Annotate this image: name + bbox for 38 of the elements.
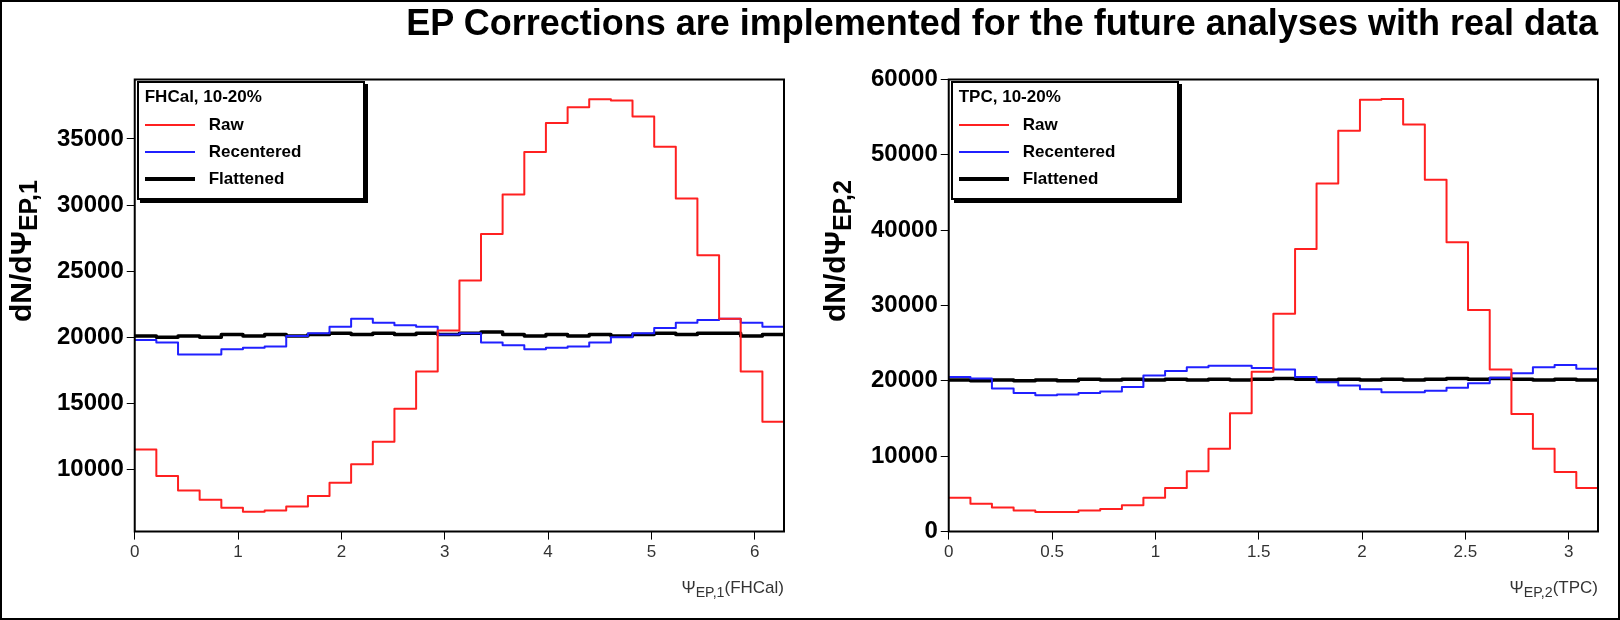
legend-label: Raw (208, 114, 244, 135)
legend-label: Flattened (1022, 168, 1099, 189)
y-tick-label: 40000 (870, 214, 938, 242)
x-axis-title: Ψ$_{EP,1}$(FHCal) (681, 577, 784, 600)
x-tick-label: 0 (130, 542, 140, 562)
y-tick-label: 20000 (56, 321, 124, 349)
y-tick-label: 10000 (870, 440, 938, 468)
x-tick-label: 2.5 (1453, 542, 1478, 562)
x-tick-label: 4 (543, 542, 553, 562)
x-tick-label: 6 (750, 542, 760, 562)
text: EP Corrections are implemented for the future analyses with real data (405, 2, 1600, 45)
y-tick-label: 10000 (56, 454, 124, 482)
y-tick-label: 20000 (870, 365, 938, 393)
x-tick-label: 5 (646, 542, 657, 562)
x-tick-label: 3 (1563, 542, 1574, 562)
x-tick-label: 1.5 (1246, 542, 1271, 562)
legend-title: FHCal, 10-20% (144, 87, 263, 108)
y-tick-label: 30000 (870, 290, 938, 318)
x-tick-label: 2 (336, 542, 347, 562)
y-tick-label: 15000 (56, 387, 124, 415)
x-tick-label: 2 (1357, 542, 1367, 562)
x-tick-label: 3 (440, 542, 450, 562)
y-tick-label: 30000 (56, 189, 124, 217)
y-tick-label: 0 (924, 516, 938, 544)
legend-label: Recentered (1022, 141, 1116, 162)
y-tick-label: 25000 (56, 255, 124, 283)
x-tick-label: 0 (944, 542, 954, 562)
legend-label: Flattened (208, 168, 285, 189)
y-tick-label: 60000 (870, 64, 938, 92)
legend-label: Recentered (208, 141, 302, 162)
x-tick-label: 0.5 (1040, 542, 1064, 562)
legend-label: Raw (1022, 114, 1058, 135)
y-tick-label: 35000 (56, 123, 124, 151)
x-axis-title: Ψ$_{EP,2}$(TPC) (1509, 577, 1598, 600)
x-tick-label: 1 (233, 542, 243, 562)
y-tick-label: 50000 (870, 139, 938, 167)
legend-title: TPC, 10-20% (958, 87, 1062, 108)
x-tick-label: 1 (1150, 542, 1161, 562)
